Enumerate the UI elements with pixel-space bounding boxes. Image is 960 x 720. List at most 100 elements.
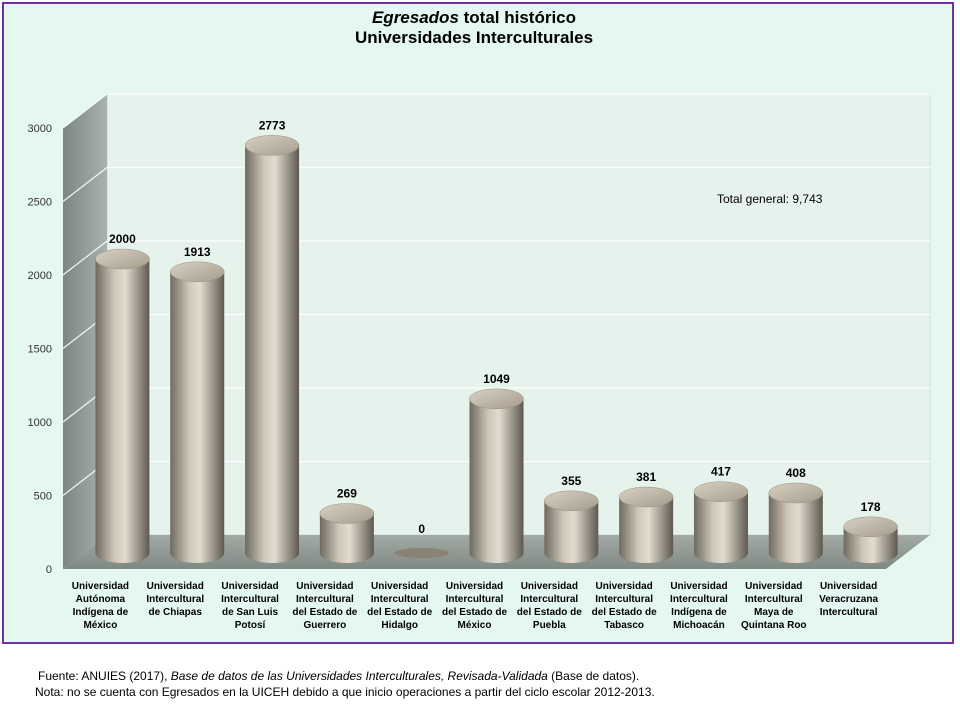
category-label-line: Universidad <box>521 581 578 592</box>
category-label: Universidad Intercultural Maya de Quintana … <box>741 581 807 631</box>
category-label-line: México <box>458 620 492 631</box>
gridline <box>62 166 930 202</box>
bar <box>619 496 674 563</box>
category-label-line: del Estado de <box>517 607 582 618</box>
category-label-line: Universidad <box>745 581 802 592</box>
y-tick-label: 500 <box>34 491 52 503</box>
category-label-line: Indígena de <box>671 607 727 618</box>
bar <box>245 145 300 563</box>
category-label-line: Intercultural <box>670 594 728 605</box>
category-label: Universidad Veracruzana Intercultural <box>819 581 878 618</box>
category-label-line: Hidalgo <box>381 620 418 631</box>
category-label: Universidad Intercultural del Estado de Méx… <box>442 581 507 631</box>
data-label: 2000 <box>109 232 136 246</box>
category-label-line: Universidad <box>670 581 727 592</box>
data-label: 2773 <box>259 118 286 132</box>
source-title: Base de datos de las Universidades Inter… <box>170 669 548 683</box>
total-annotation: Total general: 9,743 <box>717 192 823 206</box>
source-suffix: (Base de datos). <box>547 669 640 683</box>
bar <box>170 271 225 563</box>
source-prefix: Fuente: ANUIES (2017), <box>38 669 171 683</box>
category-label-line: Puebla <box>533 620 566 631</box>
category-label-line: Guerrero <box>303 620 346 631</box>
category-label-line: del Estado de <box>442 607 507 618</box>
title-rest: total histórico <box>458 8 577 27</box>
category-label-line: Maya de <box>754 607 794 618</box>
category-label-line: del Estado de <box>592 607 657 618</box>
y-tick-label: 2000 <box>28 270 52 282</box>
bar-cap <box>95 248 150 270</box>
bar <box>95 259 150 563</box>
data-label: 355 <box>561 474 581 488</box>
category-label: Universidad Intercultural Indígena de Micho… <box>670 581 728 631</box>
data-label: 269 <box>337 486 357 500</box>
data-label: 1913 <box>184 245 211 259</box>
bar-cap <box>319 503 375 524</box>
data-label: 1049 <box>483 372 510 386</box>
category-label-line: Intercultural <box>745 594 803 605</box>
bar-cap <box>843 516 898 538</box>
data-label: 381 <box>636 470 656 484</box>
bar-cap <box>618 486 674 508</box>
category-label: Universidad Intercultural del Estado de Tab… <box>592 581 657 631</box>
category-label: Universidad Intercultural del Estado de Gue… <box>292 581 357 631</box>
y-tick-label: 3000 <box>28 123 52 135</box>
bar <box>394 548 449 558</box>
bar-cap <box>469 388 524 410</box>
source-line: Fuente: ANUIES (2017), Base de datos de … <box>38 668 655 684</box>
category-label-line: Potosí <box>235 620 267 631</box>
bar-cap <box>768 482 824 504</box>
category-label-line: Intercultural <box>296 594 354 605</box>
y-tick-label: 1000 <box>28 417 52 429</box>
chart-title: Egresados total histórico Universidades … <box>4 8 944 48</box>
category-label-line: Universidad <box>371 581 428 592</box>
category-label-line: Universidad <box>296 581 353 592</box>
category-label-line: Veracruzana <box>819 594 878 605</box>
bar-chart: 0 500 1000 1500 2000 2500 3000 2000 1913 2773 269… <box>28 93 931 631</box>
category-label-line: Autónoma <box>76 594 126 605</box>
category-label-line: del Estado de <box>292 607 357 618</box>
title-line2: Universidades Interculturales <box>354 28 594 47</box>
y-tick-label: 0 <box>46 564 52 576</box>
bar-cap <box>169 261 225 283</box>
category-label-line: Intercultural <box>520 594 578 605</box>
y-tick-label: 2500 <box>28 197 52 209</box>
category-label-line: Michoacán <box>673 620 725 631</box>
category-label: Universidad Intercultural de San Luis Potos… <box>221 581 279 631</box>
category-label-line: Universidad <box>596 581 653 592</box>
category-label-line: Universidad <box>72 581 129 592</box>
category-label-line: Intercultural <box>371 594 429 605</box>
category-label-line: Intercultural <box>146 594 204 605</box>
category-label-line: Universidad <box>221 581 278 592</box>
category-label-line: Intercultural <box>221 594 279 605</box>
bar <box>768 493 823 563</box>
category-label-line: de Chiapas <box>149 607 203 618</box>
data-label: 408 <box>786 466 806 480</box>
gridline <box>62 240 930 276</box>
footer: Fuente: ANUIES (2017), Base de datos de … <box>35 668 655 700</box>
note-line: Nota: no se cuenta con Egresados en la U… <box>35 685 655 699</box>
category-label: Universidad Intercultural del Estado de Pue… <box>517 581 582 631</box>
category-label-line: Intercultural <box>446 594 504 605</box>
bar <box>469 398 524 563</box>
category-label-line: México <box>83 620 117 631</box>
category-label-line: Tabasco <box>604 620 644 631</box>
category-label-line: Universidad <box>147 581 204 592</box>
category-label-line: Intercultural <box>820 607 878 618</box>
category-label-line: Universidad <box>820 581 877 592</box>
bar <box>693 491 748 563</box>
category-label-line: Indígena de <box>73 607 129 618</box>
category-label-line: Universidad <box>446 581 503 592</box>
bar-cap <box>244 135 300 156</box>
bar <box>843 526 898 563</box>
data-label: 178 <box>861 500 881 514</box>
gridline <box>62 93 930 129</box>
category-label-line: Intercultural <box>595 594 653 605</box>
data-label: 417 <box>711 465 731 479</box>
category-label-line: del Estado de <box>367 607 432 618</box>
bar <box>319 513 374 563</box>
bar-cap <box>544 490 599 512</box>
category-label-line: de San Luis <box>222 607 279 618</box>
category-label-line: Quintana Roo <box>741 620 807 631</box>
category-label: Universidad Autónoma Indígena de México <box>72 581 129 631</box>
